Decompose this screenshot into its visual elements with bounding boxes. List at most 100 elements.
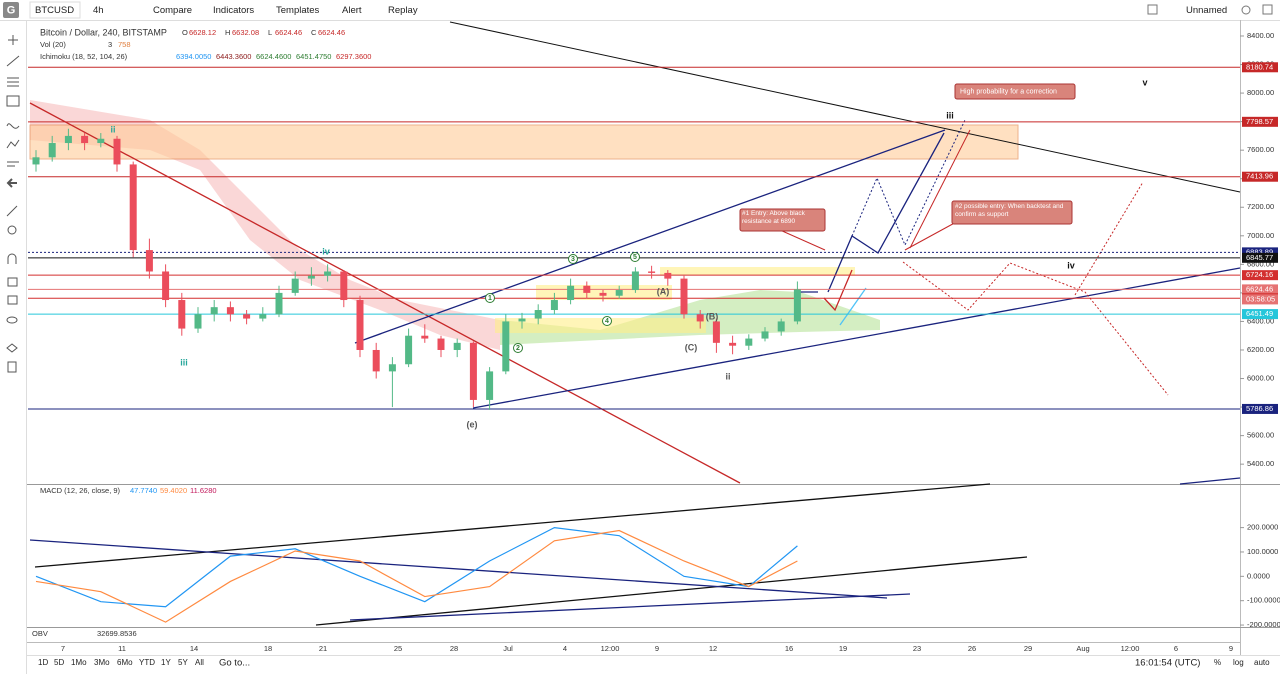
candle-body	[518, 318, 526, 322]
goto[interactable]: Go to...	[219, 658, 250, 669]
tool-line[interactable]	[6, 55, 20, 67]
obv-value: 32699.8536	[97, 629, 137, 638]
volume-value: 3	[108, 40, 112, 49]
trendline	[472, 267, 1241, 409]
candle-body	[32, 157, 40, 165]
range-button[interactable]: 5D	[54, 658, 64, 667]
price-tag-label: 6845.77	[1246, 253, 1273, 262]
candle-body	[421, 335, 429, 339]
callout-pointer	[909, 129, 971, 249]
scale-option[interactable]: %	[1214, 658, 1221, 667]
price-tag-label: 6451.49	[1246, 309, 1273, 318]
tool-lock[interactable]	[7, 277, 18, 287]
tool-text[interactable]	[6, 123, 20, 129]
candle-body	[615, 290, 623, 296]
wave-label: iv	[1067, 260, 1075, 270]
interval[interactable]: 4h	[93, 5, 104, 16]
wave-circle	[485, 293, 495, 303]
legend-volume: Vol (20)	[40, 40, 66, 49]
trendline	[1179, 477, 1241, 485]
tool-fib[interactable]	[7, 77, 19, 87]
wave-circle	[568, 254, 578, 264]
macd-line	[35, 526, 798, 608]
range-button[interactable]: 5Y	[178, 658, 188, 667]
fullscreen-icon[interactable]	[1147, 4, 1158, 15]
tool-shape[interactable]	[6, 95, 20, 107]
price-tag	[1242, 171, 1278, 182]
candle-body	[761, 331, 769, 339]
y-tick-label: -200.0000	[1247, 620, 1280, 629]
candle-body	[388, 364, 396, 372]
macd-value: 11.6280	[190, 486, 217, 495]
layout-name[interactable]: Unnamed	[1186, 5, 1227, 16]
y-tick-label: 7600.00	[1247, 145, 1274, 154]
scale-option[interactable]: log	[1233, 658, 1244, 667]
x-tick-label: 12:00	[1121, 644, 1140, 653]
resistance-zone	[29, 124, 1019, 160]
screenshot-icon[interactable]	[1262, 4, 1273, 15]
scale-option[interactable]: auto	[1254, 658, 1270, 667]
price-tag	[1242, 403, 1278, 414]
toolbar-button[interactable]: Indicators	[213, 5, 254, 16]
range-button[interactable]: 6Mo	[117, 658, 133, 667]
toolbar-button[interactable]: Alert	[342, 5, 362, 16]
candle-body	[259, 314, 267, 319]
tool-magnet[interactable]	[7, 253, 17, 264]
range-button[interactable]: All	[195, 658, 204, 667]
tool-cross[interactable]	[8, 35, 18, 45]
ohlc-value: 6628.12	[189, 28, 216, 37]
wave-label: 2	[516, 345, 520, 352]
tool-measure[interactable]	[6, 205, 18, 217]
candle-body	[567, 285, 575, 301]
ohlc-value: 6632.08	[232, 28, 259, 37]
range-button[interactable]: YTD	[139, 658, 155, 667]
wave-circle	[513, 343, 523, 353]
ohlc-label: C	[311, 28, 317, 37]
x-tick-label: 23	[913, 644, 921, 653]
wave-label: iii	[946, 110, 954, 120]
countdown: 03:58:05	[1246, 294, 1275, 303]
candle-body	[486, 371, 494, 400]
candle-body	[275, 292, 283, 315]
toolbar-button[interactable]: Templates	[276, 5, 320, 16]
tool-pattern[interactable]	[6, 139, 20, 149]
ohlc-label: O	[182, 28, 188, 37]
tool-zoom[interactable]	[7, 225, 17, 235]
legend-title: Bitcoin / Dollar, 240, BITSTAMP	[40, 27, 167, 37]
logo[interactable]	[3, 2, 19, 18]
range-button[interactable]: 1D	[38, 658, 48, 667]
symbol-search[interactable]	[29, 1, 81, 19]
toolbar-button[interactable]: Replay	[388, 5, 418, 16]
x-tick-label: 18	[264, 644, 272, 653]
candle-body	[210, 307, 218, 315]
tool-layers[interactable]	[6, 343, 18, 353]
price-tag	[1242, 284, 1278, 295]
settings-icon[interactable]	[1241, 5, 1251, 15]
x-tick-label: 28	[450, 644, 458, 653]
tool-visibility[interactable]	[6, 316, 18, 324]
trendline	[34, 483, 991, 568]
annotation-wrap: #2 possible entry: When backtest and con…	[955, 203, 1063, 218]
price-tag-label: 5786.86	[1246, 404, 1273, 413]
x-tick-label: 6	[1174, 644, 1178, 653]
tool-lock-all[interactable]	[7, 295, 18, 305]
y-tick-label: 100.0000	[1247, 547, 1278, 556]
macd-value: 47.7740	[130, 486, 157, 495]
wave-label: v	[1142, 77, 1147, 87]
price-tag-label: 7413.96	[1246, 172, 1273, 181]
tool-prediction[interactable]	[7, 161, 19, 167]
callout-pointer	[904, 219, 961, 251]
trendline	[29, 539, 888, 599]
price-tag	[1242, 247, 1278, 258]
symbol: BTCUSD	[35, 5, 74, 16]
toolbar-button[interactable]: Compare	[153, 5, 192, 16]
candle-body	[534, 310, 542, 319]
range-button[interactable]: 1Y	[161, 658, 171, 667]
ichimoku-value: 6297.3600	[336, 52, 371, 61]
candle-body	[324, 271, 332, 276]
projection-path	[902, 261, 1169, 396]
tool-icons[interactable]	[6, 178, 17, 188]
range-button[interactable]: 1Mo	[71, 658, 87, 667]
range-button[interactable]: 3Mo	[94, 658, 110, 667]
tool-delete[interactable]	[7, 361, 17, 373]
